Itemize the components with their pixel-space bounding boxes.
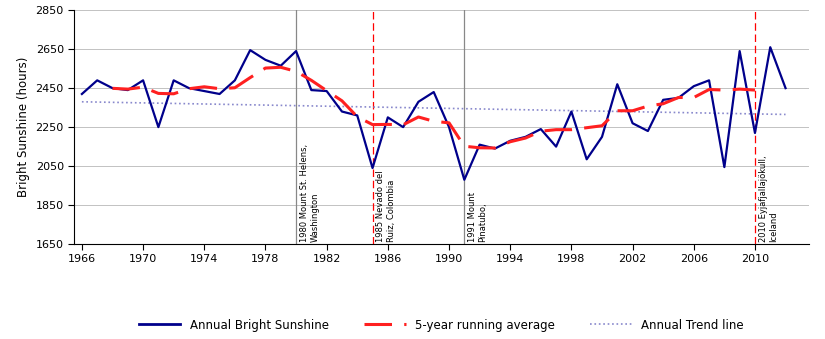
Text: 2010 Eyjafjallajökull,
Iceland: 2010 Eyjafjallajökull, Iceland [759,156,778,242]
Y-axis label: Bright Sunshine (hours): Bright Sunshine (hours) [17,57,30,197]
Legend: Annual Bright Sunshine, 5-year running average, Annual Trend line: Annual Bright Sunshine, 5-year running a… [134,314,748,336]
Text: 1985 Nevado del
Ruiz, Colombia: 1985 Nevado del Ruiz, Colombia [376,171,396,242]
Text: 1980 Mount St. Helens,
Washington: 1980 Mount St. Helens, Washington [299,144,319,242]
Text: 1991 Mount
Pinatubo,: 1991 Mount Pinatubo, [468,192,488,242]
